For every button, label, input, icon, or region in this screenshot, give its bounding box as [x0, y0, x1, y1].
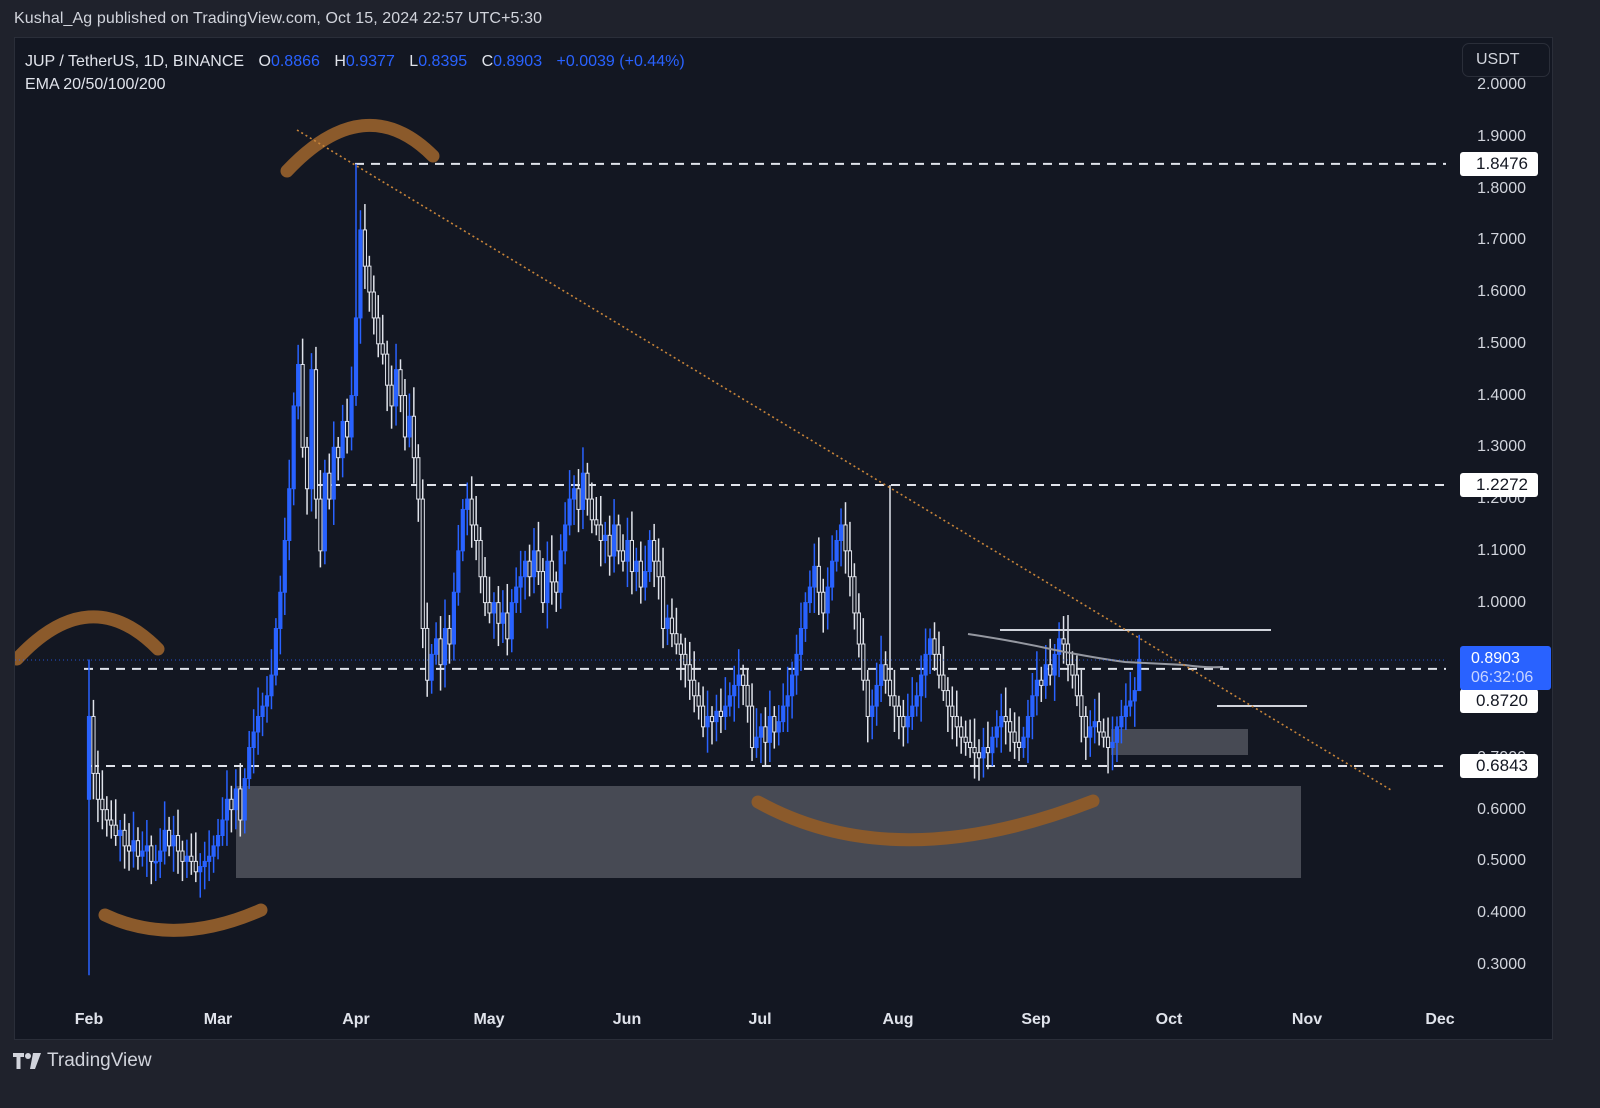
level-label-3: 0.8720	[1460, 689, 1538, 713]
tradingview-branding[interactable]: TradingView	[13, 1050, 152, 1072]
price-tick: 1.0000	[1477, 593, 1526, 611]
price-tick: 1.8000	[1477, 179, 1526, 197]
chart-pane[interactable]: JUP / TetherUS, 1D, BINANCE O0.8866 H0.9…	[14, 37, 1553, 1040]
close-key: C	[481, 53, 494, 70]
time-tick: Jun	[612, 1011, 642, 1028]
horizontal-levels	[84, 162, 1446, 768]
price-tick: 1.5000	[1477, 334, 1526, 352]
high-key: H	[334, 53, 346, 70]
level-label-2: 1.2272	[1460, 473, 1538, 497]
price-tick: 1.7000	[1477, 231, 1526, 249]
bar-countdown: 06:32:06	[1471, 669, 1534, 686]
descending-trendline	[296, 129, 1392, 791]
tradingview-logo-icon	[13, 1053, 41, 1069]
demand-zone-small	[1111, 729, 1248, 755]
annotation-arc-feb-bottom	[98, 903, 268, 937]
time-tick: Apr	[342, 1011, 370, 1028]
ema-line	[967, 633, 1224, 669]
publish-info: Kushal_Ag published on TradingView.com, …	[14, 10, 543, 27]
level-label-1: 1.8476	[1460, 152, 1538, 176]
open-value: 0.8866	[270, 53, 320, 70]
time-tick: Dec	[1425, 1011, 1455, 1028]
change-value: +0.0039 (+0.44%)	[556, 53, 685, 70]
price-tick: 2.0000	[1477, 76, 1526, 93]
low-key: L	[409, 53, 419, 70]
time-tick: May	[473, 1011, 505, 1028]
price-tick: 1.3000	[1477, 438, 1526, 456]
demand-zone-large	[236, 786, 1301, 878]
annotation-arc-left	[15, 610, 165, 666]
high-value: 0.9377	[345, 53, 395, 70]
time-tick: Feb	[74, 1011, 104, 1028]
tradingview-wordmark: TradingView	[47, 1050, 152, 1071]
candlestick-chart[interactable]	[15, 38, 1553, 1040]
time-tick: Mar	[203, 1011, 233, 1028]
price-tick: 0.5000	[1477, 852, 1526, 870]
open-key: O	[258, 53, 271, 70]
price-tick: 1.4000	[1477, 386, 1526, 404]
annotation-arc-top	[280, 118, 440, 178]
level-label-4: 0.6843	[1460, 754, 1538, 778]
time-tick: Oct	[1155, 1011, 1183, 1028]
indicator-label[interactable]: EMA 20/50/100/200	[25, 76, 166, 93]
time-tick: Sep	[1021, 1011, 1051, 1028]
time-tick: Jul	[748, 1011, 772, 1028]
price-tick: 0.6000	[1477, 800, 1526, 818]
current-price-badge: 0.8903 06:32:06	[1460, 646, 1551, 690]
low-value: 0.8395	[418, 53, 468, 70]
close-value: 0.8903	[493, 53, 543, 70]
currency-button[interactable]: USDT	[1462, 43, 1550, 77]
candles	[86, 163, 1142, 976]
price-tick: 1.6000	[1477, 283, 1526, 301]
time-tick: Nov	[1291, 1011, 1323, 1028]
price-tick: 0.4000	[1477, 904, 1526, 922]
time-tick: Aug	[882, 1011, 914, 1028]
annotation-arc-summer-bottom	[751, 794, 1100, 847]
symbol-label[interactable]: JUP / TetherUS, 1D, BINANCE	[25, 53, 245, 70]
price-tick: 1.9000	[1477, 127, 1526, 145]
price-tick: 1.1000	[1477, 541, 1526, 559]
price-tick: 0.3000	[1477, 955, 1526, 973]
chart-legend: JUP / TetherUS, 1D, BINANCE O0.8866 H0.9…	[25, 50, 685, 96]
current-price: 0.8903	[1471, 650, 1520, 667]
